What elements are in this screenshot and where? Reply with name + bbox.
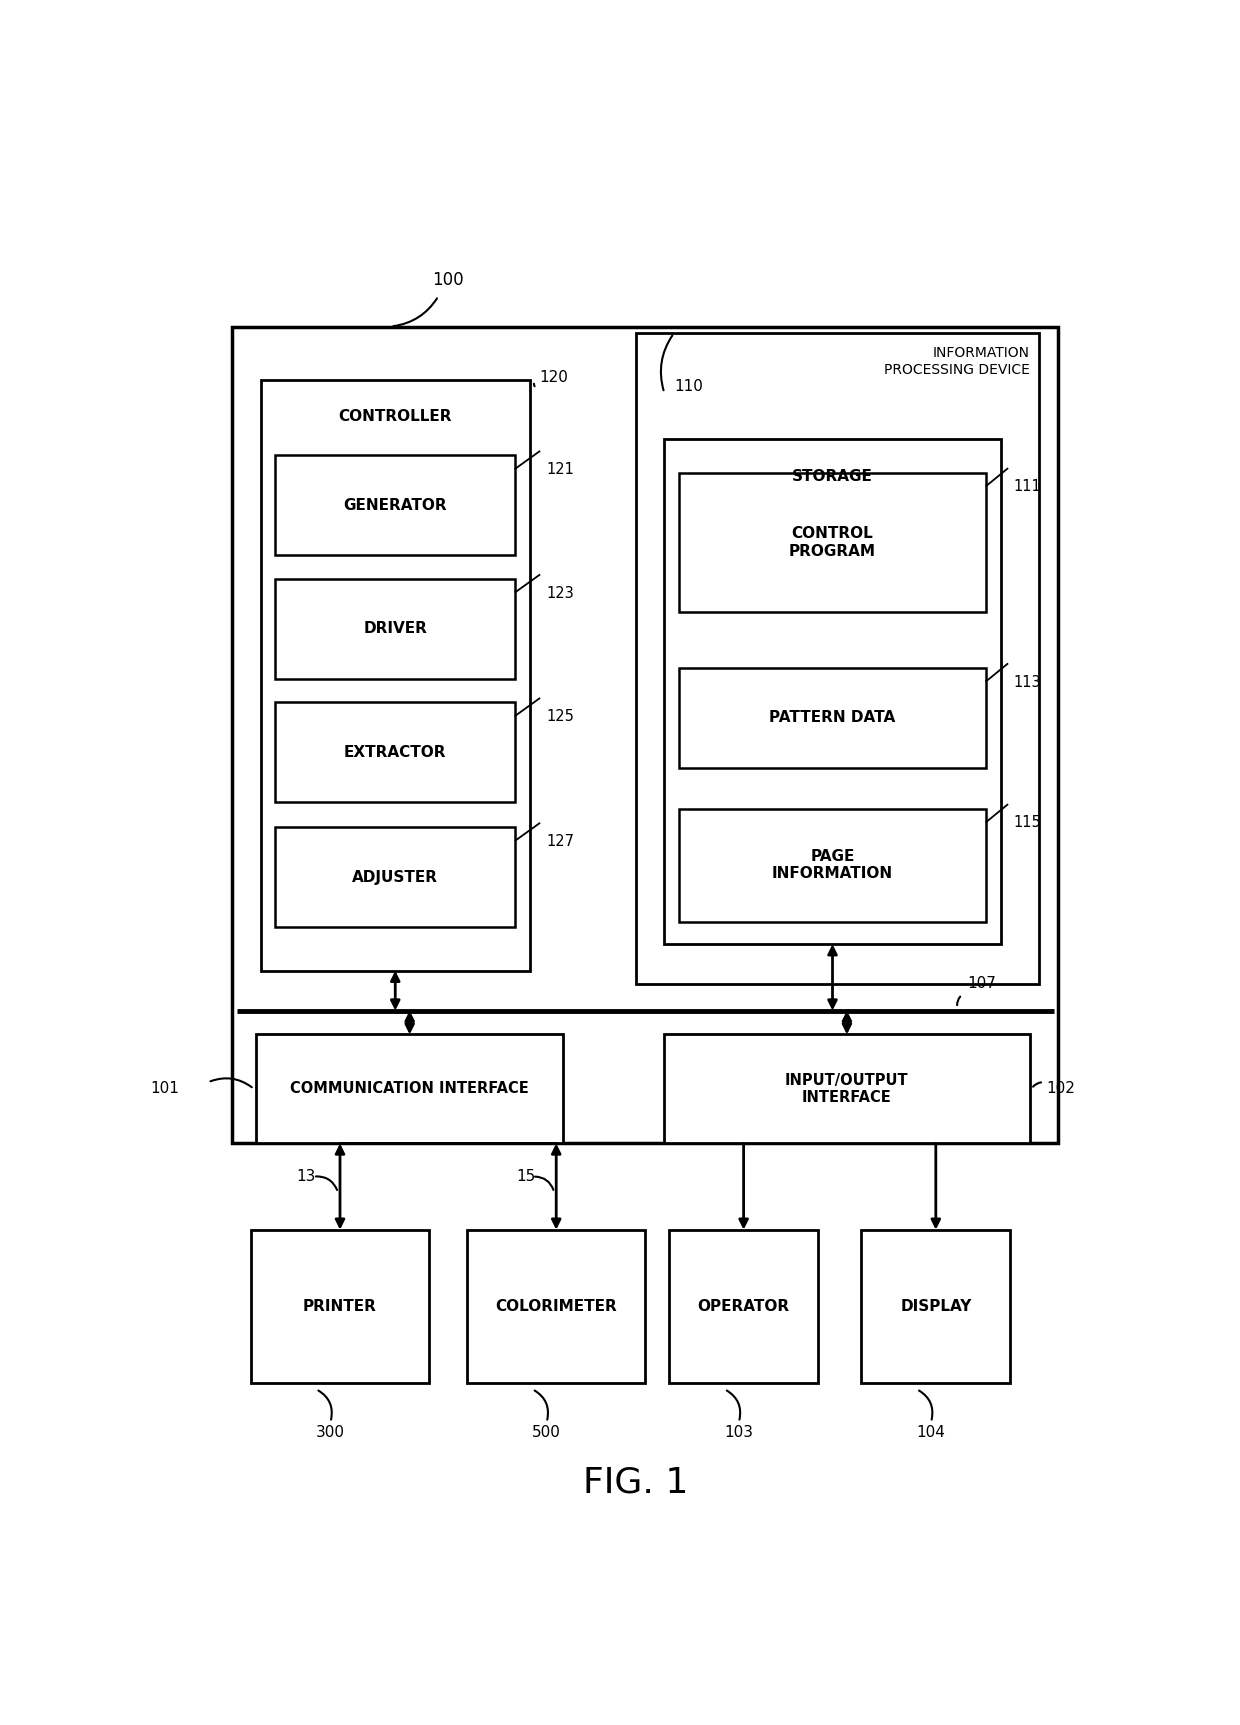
Bar — [635, 333, 1039, 983]
Text: OPERATOR: OPERATOR — [698, 1299, 790, 1314]
Bar — [275, 702, 516, 802]
Text: 100: 100 — [433, 271, 464, 290]
Text: DISPLAY: DISPLAY — [900, 1299, 971, 1314]
Text: CONTROLLER: CONTROLLER — [339, 409, 453, 424]
Bar — [275, 828, 516, 926]
Text: 113: 113 — [1013, 674, 1040, 690]
Text: 103: 103 — [724, 1425, 754, 1440]
Text: 104: 104 — [916, 1425, 945, 1440]
Bar — [678, 668, 986, 768]
Text: CONTROL
PROGRAM: CONTROL PROGRAM — [789, 526, 875, 559]
Text: INFORMATION
PROCESSING DEVICE: INFORMATION PROCESSING DEVICE — [884, 347, 1029, 376]
Bar — [665, 440, 1001, 944]
Text: FIG. 1: FIG. 1 — [583, 1465, 688, 1499]
Bar — [862, 1230, 1011, 1382]
Bar — [232, 326, 1059, 1144]
Text: ADJUSTER: ADJUSTER — [352, 869, 438, 885]
Bar — [260, 380, 529, 971]
Text: 111: 111 — [1013, 480, 1040, 495]
Text: PAGE
INFORMATION: PAGE INFORMATION — [773, 849, 893, 881]
Text: PRINTER: PRINTER — [303, 1299, 377, 1314]
Text: STORAGE: STORAGE — [792, 469, 873, 483]
Text: COLORIMETER: COLORIMETER — [495, 1299, 618, 1314]
Text: 127: 127 — [546, 833, 574, 849]
Bar — [678, 473, 986, 612]
Text: 500: 500 — [532, 1425, 560, 1440]
Text: 110: 110 — [675, 380, 703, 393]
Bar — [275, 455, 516, 555]
Text: 300: 300 — [316, 1425, 345, 1440]
Text: 121: 121 — [546, 462, 574, 478]
Text: EXTRACTOR: EXTRACTOR — [343, 745, 446, 759]
Bar — [275, 580, 516, 678]
Text: 101: 101 — [150, 1082, 179, 1097]
Text: PATTERN DATA: PATTERN DATA — [769, 711, 895, 724]
Text: COMMUNICATION INTERFACE: COMMUNICATION INTERFACE — [290, 1082, 529, 1097]
Text: 120: 120 — [539, 369, 568, 385]
Text: 102: 102 — [1045, 1082, 1075, 1097]
Text: 115: 115 — [1013, 816, 1040, 830]
Text: 107: 107 — [967, 976, 996, 990]
Bar — [678, 809, 986, 921]
Text: DRIVER: DRIVER — [363, 621, 428, 637]
Bar — [665, 1035, 1029, 1144]
Text: 123: 123 — [546, 585, 574, 600]
Bar — [467, 1230, 645, 1382]
Text: GENERATOR: GENERATOR — [343, 499, 448, 512]
Bar — [250, 1230, 429, 1382]
Bar — [255, 1035, 563, 1144]
Text: INPUT/OUTPUT
INTERFACE: INPUT/OUTPUT INTERFACE — [785, 1073, 909, 1106]
Text: 125: 125 — [546, 709, 574, 724]
Bar — [670, 1230, 818, 1382]
Text: 15: 15 — [516, 1170, 536, 1183]
Text: 13: 13 — [296, 1170, 316, 1183]
